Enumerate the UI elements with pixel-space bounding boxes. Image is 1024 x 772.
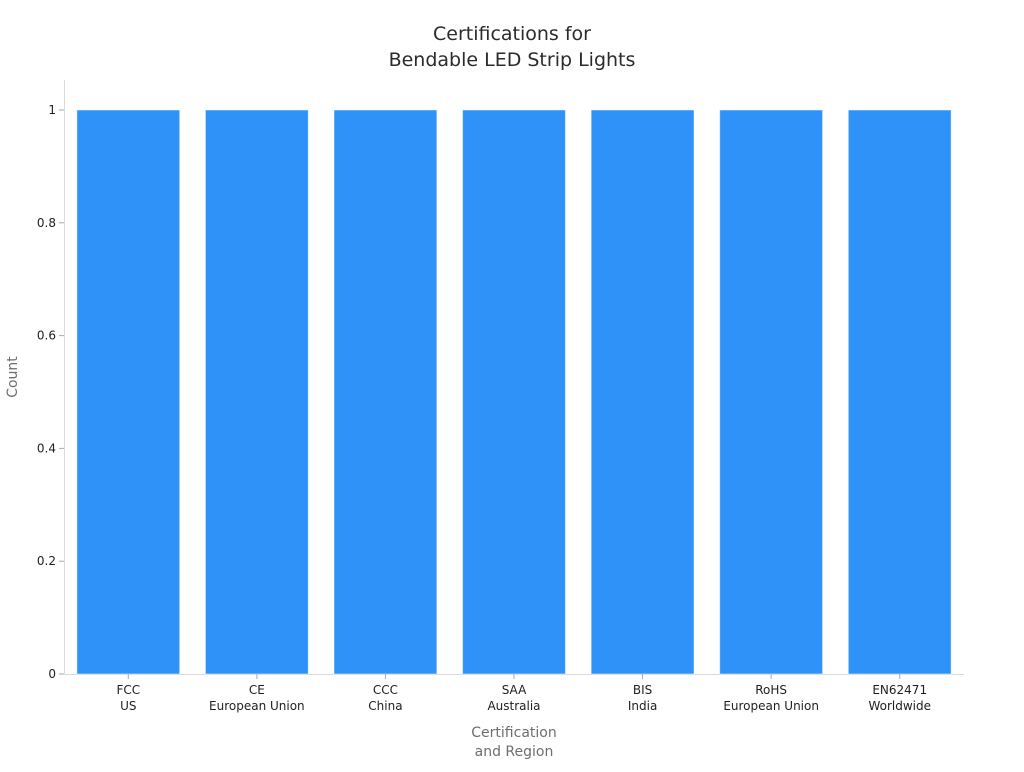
bars-group [76, 109, 952, 675]
x-tick-label: RoHS [755, 683, 787, 697]
x-tick-label: EN62471 [872, 683, 927, 697]
x-tick-label: European Union [209, 699, 305, 713]
x-tick-label: SAA [502, 683, 527, 697]
x-ticks-group: FCC US CE European Union CCC China SAA Australi… [116, 674, 931, 713]
x-tick-label: European Union [723, 699, 819, 713]
x-tick-label: BIS [633, 683, 652, 697]
x-tick-label: US [120, 699, 136, 713]
x-tick-label: Worldwide [868, 699, 931, 713]
y-tick-label: 0.4 [37, 441, 56, 455]
x-axis-title-line-1: Certification [471, 725, 556, 741]
bar-1 [204, 109, 309, 675]
y-tick-label: 1 [48, 103, 56, 117]
bar-4 [590, 109, 695, 675]
x-tick-label: FCC [116, 683, 140, 697]
y-tick-label: 0.6 [37, 329, 56, 343]
bar-3 [462, 109, 566, 675]
x-axis-title-line-2: and Region [475, 744, 554, 760]
y-tick-label: 0.2 [37, 554, 56, 568]
y-axis-title: Count [5, 356, 21, 398]
x-tick-label: India [628, 699, 657, 713]
chart-title-line-2: Bendable LED Strip Lights [389, 49, 636, 71]
bar-6 [847, 109, 952, 675]
chart-title-line-1: Certifications for [433, 23, 591, 45]
bar-2 [333, 109, 438, 675]
bar-0 [76, 109, 181, 675]
y-ticks-group: 0 0.2 0.4 0.6 0.8 1 [37, 103, 64, 681]
x-tick-label: CE [249, 683, 265, 697]
x-tick-label: CCC [373, 683, 398, 697]
x-tick-label: China [368, 699, 402, 713]
y-tick-label: 0 [48, 667, 56, 681]
y-tick-label: 0.8 [37, 216, 56, 230]
bar-5 [719, 109, 824, 675]
x-tick-label: Australia [487, 699, 540, 713]
